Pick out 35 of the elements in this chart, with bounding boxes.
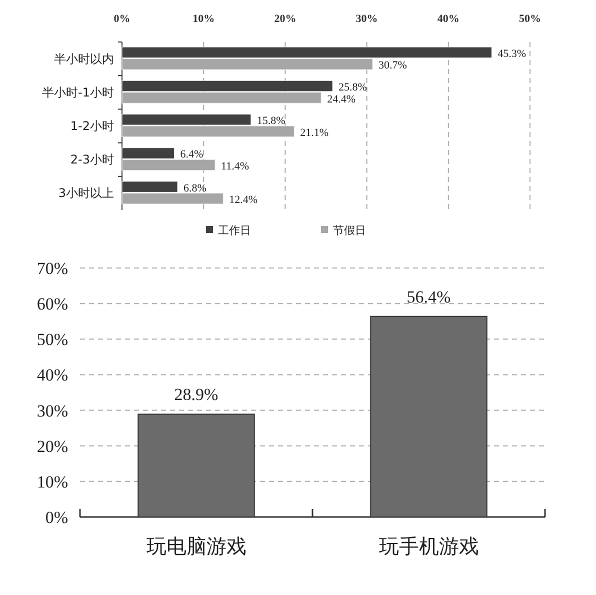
data-label: 24.4% — [327, 93, 356, 106]
data-label: 28.9% — [174, 385, 218, 404]
data-label: 6.8% — [183, 182, 206, 194]
x-tick-label: 40% — [437, 13, 460, 25]
y-tick-label: 半小时以内 — [54, 52, 114, 66]
x-tick-label: 50% — [519, 13, 541, 25]
y-tick-label: 3小时以上 — [58, 186, 114, 200]
data-label: 11.4% — [221, 160, 250, 172]
y-tick-label: 0% — [45, 508, 68, 527]
data-label: 30.7% — [378, 60, 407, 72]
y-tick-label: 10% — [36, 472, 68, 492]
y-tick-label: 20% — [36, 436, 68, 456]
y-tick-label: 60% — [36, 294, 68, 314]
x-tick-label: 玩电脑游戏 — [146, 534, 246, 558]
y-tick-label: 2-3小时 — [70, 152, 114, 167]
y-tick-label: 40% — [36, 366, 68, 385]
data-label: 45.3% — [498, 48, 526, 60]
legend-label: 节假日 — [333, 224, 366, 237]
y-tick-label: 半小时-1小时 — [42, 85, 114, 100]
x-tick-label: 20% — [274, 13, 296, 25]
y-tick-label: 50% — [36, 330, 68, 350]
data-label: 56.4% — [406, 287, 451, 306]
data-label: 25.8% — [338, 82, 367, 94]
legend-label: 工作日 — [218, 224, 251, 237]
data-label: 6.4% — [180, 148, 204, 161]
x-tick-label: 0% — [114, 13, 130, 25]
data-label: 12.4% — [229, 194, 258, 206]
y-tick-label: 30% — [36, 401, 68, 420]
x-tick-label: 10% — [192, 13, 215, 25]
data-label: 21.1% — [300, 126, 329, 139]
x-tick-label: 30% — [356, 13, 378, 25]
y-tick-label: 70% — [36, 259, 68, 278]
x-tick-label: 玩手机游戏 — [378, 534, 479, 558]
y-tick-label: 1-2小时 — [70, 119, 114, 133]
data-label: 15.8% — [256, 115, 286, 128]
